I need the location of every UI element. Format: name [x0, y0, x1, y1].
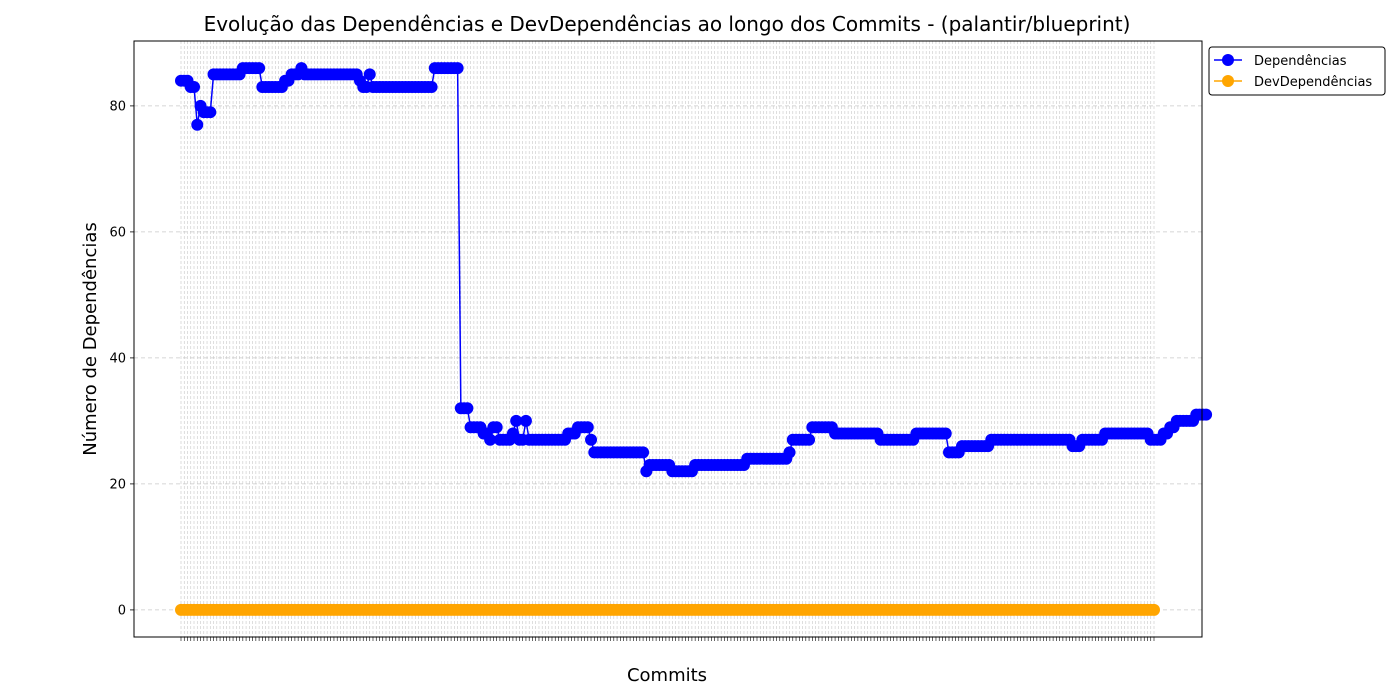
y-axis-label: Número de Dependências: [80, 222, 101, 456]
data-point: [484, 433, 497, 446]
data-point: [585, 433, 598, 446]
data-point: [253, 62, 266, 75]
y-tick-label: 20: [109, 477, 126, 492]
x-axis-label: Commits: [627, 665, 707, 686]
y-tick-label: 80: [109, 99, 126, 114]
y-tick-label: 0: [118, 603, 126, 618]
data-point: [803, 433, 816, 446]
data-point: [451, 62, 464, 75]
data-point: [204, 106, 217, 119]
y-axis: 0 20 40 60 80: [109, 99, 134, 618]
data-point: [191, 118, 204, 131]
x-axis-ticks: [180, 637, 1155, 641]
data-point: [363, 68, 376, 81]
legend-box: [1208, 46, 1386, 96]
y-grid: [134, 105, 1202, 611]
data-point: [461, 402, 474, 415]
legend-label-devdependencias: DevDependências: [1254, 75, 1372, 90]
series-dependencias: [175, 62, 1213, 478]
legend-marker-dependencias: [1222, 54, 1234, 66]
series-layer: [175, 62, 1213, 616]
data-point: [510, 414, 523, 427]
plot-frame: [133, 40, 1203, 638]
y-tick-label: 60: [109, 225, 126, 240]
chart-title: Evolução das Dependências e DevDependênc…: [204, 12, 1131, 36]
data-point: [188, 80, 201, 93]
y-tick-label: 40: [109, 351, 126, 366]
data-point: [1148, 603, 1160, 616]
x-grid: [180, 41, 1155, 637]
data-point: [490, 421, 503, 434]
data-point: [637, 446, 650, 459]
data-point: [939, 427, 952, 440]
data-point: [519, 414, 532, 427]
legend: Dependências DevDependências: [1208, 46, 1386, 96]
data-point: [783, 446, 796, 459]
legend-label-dependencias: Dependências: [1254, 54, 1347, 69]
series-devdependencias: [175, 603, 1160, 616]
legend-marker-devdependencias: [1222, 75, 1234, 87]
data-point: [581, 421, 594, 434]
data-point: [425, 80, 438, 93]
data-point: [1200, 408, 1213, 421]
